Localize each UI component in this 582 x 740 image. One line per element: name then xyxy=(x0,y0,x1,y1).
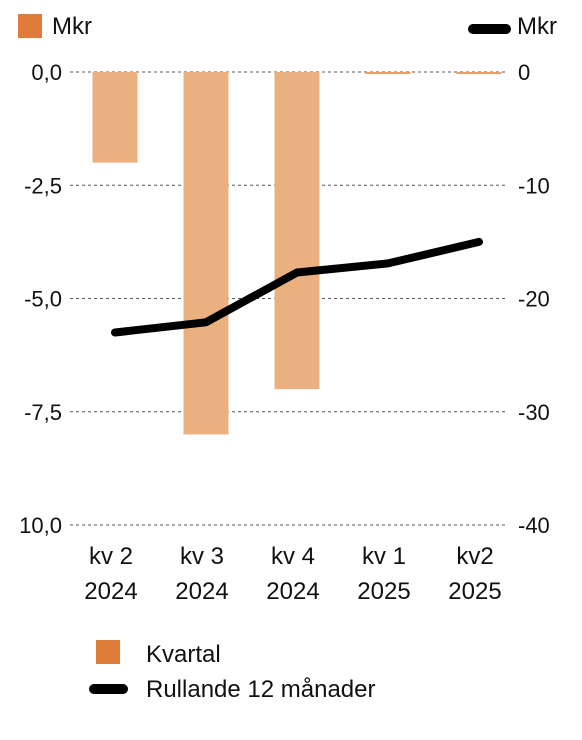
left-axis-tick-label: -7,5 xyxy=(24,400,62,425)
bar xyxy=(274,72,320,390)
left-axis-tick-label: -5,0 xyxy=(24,287,62,312)
line-series xyxy=(111,237,483,337)
x-axis-label: kv2 2025 xyxy=(448,543,501,605)
left-axis-unit-label: Mkr xyxy=(52,13,92,40)
bar xyxy=(365,72,411,74)
left-axis-tick-label: -2,5 xyxy=(24,173,62,198)
right-axis-tick-label: 0 xyxy=(518,60,530,85)
left-axis-tick-label: 10,0 xyxy=(19,513,62,538)
right-axis-tick-label: -30 xyxy=(518,400,550,425)
right-axis-tick-label: -20 xyxy=(518,287,550,312)
line-point xyxy=(296,271,298,273)
legend-kvartal-label: Kvartal xyxy=(146,641,221,668)
x-axis-label: kv 4 2024 xyxy=(266,543,319,605)
right-axis-unit-label: Mkr xyxy=(517,13,557,40)
line-point xyxy=(205,321,207,323)
line-point xyxy=(387,262,389,264)
x-axis-labels: kv 2 2024 kv 3 2024 kv 4 2024 kv 1 2025 kv2 2025 xyxy=(84,543,501,605)
bar-series xyxy=(92,72,502,435)
legend-kvartal-swatch xyxy=(96,640,120,664)
legend: Kvartal Rullande 12 månader xyxy=(89,640,376,703)
bar xyxy=(183,72,229,435)
left-axis-unit-key xyxy=(18,14,42,38)
x-axis-label: kv 2 2024 xyxy=(84,543,137,605)
right-axis-tick-label: -10 xyxy=(518,173,550,198)
line-point xyxy=(478,241,480,243)
bar xyxy=(456,72,502,74)
legend-rullande-label: Rullande 12 månader xyxy=(146,676,376,703)
line-point xyxy=(114,331,116,333)
right-axis-tick-label: -40 xyxy=(518,513,550,538)
right-axis-ticks: 0 -10 -20 -30 -40 xyxy=(518,60,550,538)
bar xyxy=(92,72,138,163)
x-axis-label: kv 1 2025 xyxy=(357,543,410,605)
left-axis-ticks: 0,0 -2,5 -5,0 -7,5 10,0 xyxy=(19,60,62,538)
x-axis-label: kv 3 2024 xyxy=(175,543,228,605)
left-axis-tick-label: 0,0 xyxy=(31,60,62,85)
